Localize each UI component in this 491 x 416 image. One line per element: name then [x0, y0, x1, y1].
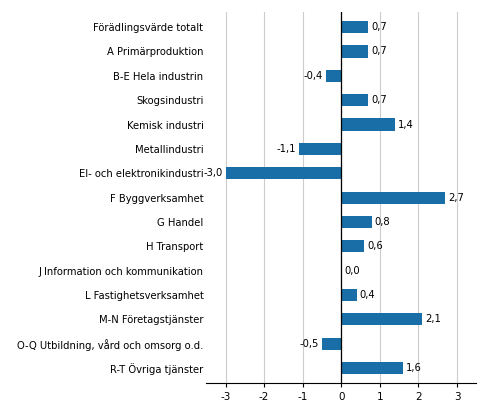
Bar [341, 240, 364, 253]
Bar [341, 45, 368, 57]
Bar [341, 289, 356, 301]
Text: -3,0: -3,0 [204, 168, 223, 178]
Bar [341, 119, 395, 131]
Bar [341, 21, 368, 33]
Text: 2,7: 2,7 [448, 193, 464, 203]
Text: 0,4: 0,4 [359, 290, 375, 300]
Text: -0,4: -0,4 [304, 71, 323, 81]
Text: 0,7: 0,7 [371, 22, 387, 32]
Bar [341, 313, 422, 325]
Text: 0,7: 0,7 [371, 95, 387, 105]
Text: 1,4: 1,4 [398, 119, 414, 129]
Bar [341, 191, 445, 204]
Bar [341, 94, 368, 106]
Text: 0,8: 0,8 [375, 217, 390, 227]
Bar [299, 143, 341, 155]
Text: 2,1: 2,1 [425, 314, 441, 324]
Bar [341, 362, 403, 374]
Text: 0,0: 0,0 [344, 266, 359, 276]
Text: -0,5: -0,5 [300, 339, 319, 349]
Text: 0,6: 0,6 [367, 241, 383, 251]
Bar [326, 70, 341, 82]
Text: -1,1: -1,1 [276, 144, 296, 154]
Bar [225, 167, 341, 179]
Bar [341, 216, 372, 228]
Text: 0,7: 0,7 [371, 47, 387, 57]
Bar [322, 338, 341, 350]
Text: 1,6: 1,6 [406, 363, 422, 373]
